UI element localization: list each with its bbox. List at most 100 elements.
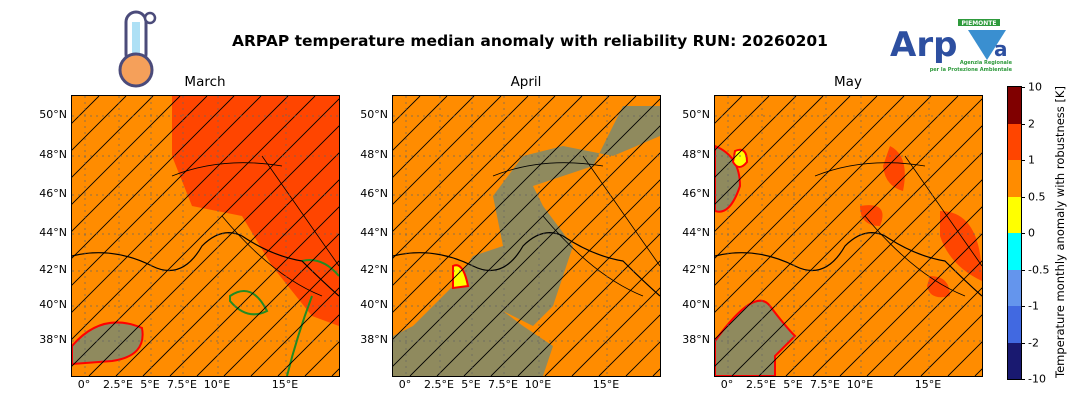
colorbar-label: Temperature monthly anomaly with robustn… [1053,86,1067,378]
hatch-line [731,125,982,376]
panel-title-may: May [834,74,862,90]
hatch-line [72,96,154,178]
lon-tick-label: 5°E [783,378,803,391]
country-border [814,155,982,297]
colorbar-tick-label: 2 [1028,117,1035,130]
svg-text:Arp: Arp [890,25,957,65]
panel-title-march: March [184,74,226,90]
hatch-line [277,314,339,376]
hatch-line [715,96,905,286]
hatch-line [866,260,982,376]
coastline [72,232,339,297]
svg-text:a: a [994,37,1008,61]
lat-tick-label: 48°N [682,148,710,161]
hatch-line [920,314,982,376]
anomaly-region [860,205,883,226]
lat-tick-label: 44°N [360,226,388,239]
lon-tick-label: 7.5°E [488,378,518,391]
lat-tick-label: 46°N [682,187,710,200]
hatch-line [715,96,932,313]
lat-tick-label: 44°N [39,226,67,239]
hatch-line [393,96,556,259]
hatch-line [598,314,660,376]
lat-tick-label: 42°N [360,263,388,276]
lon-tick-label: 5°E [140,378,160,391]
coastline [715,232,982,297]
country-border [171,155,339,297]
colorbar-tick [1021,87,1025,88]
hatch-line [72,96,316,340]
lon-tick-label: 2.5°E [746,378,776,391]
hatch-line [250,287,339,376]
hatch-line [436,152,660,376]
svg-text:per la Protezione Ambientale: per la Protezione Ambientale [930,67,1013,73]
lat-tick-label: 40°N [39,298,67,311]
map-may [714,95,983,377]
lon-tick-label: 10°E [846,378,874,391]
lat-tick-label: 40°N [360,298,388,311]
colorbar-segment [1008,306,1021,343]
anomaly-region [452,264,470,290]
lon-tick-label: 0° [77,378,91,391]
hatch-line [169,206,339,376]
hatch-line [72,96,262,286]
hatch-line [393,96,583,286]
hatch-line [715,96,959,340]
hatch-line [393,96,637,340]
lon-tick-label: 5°E [461,378,481,391]
lon-tick-label: 0° [398,378,412,391]
lon-tick-label: 2.5°E [103,378,133,391]
hatch-line [72,96,208,232]
lat-tick-label: 48°N [39,148,67,161]
hatch-line [893,287,982,376]
colorbar-tick-label: 0 [1028,226,1035,240]
anomaly-region [731,148,749,168]
lon-tick-label: 7.5°E [810,378,840,391]
colorbar-segment [1008,123,1021,160]
colorbar-tick [1021,123,1025,125]
colorbar [1007,86,1022,380]
hatch-line [715,96,797,178]
anomaly-region [940,211,982,281]
hatch-line [715,96,878,259]
hatch-line [812,206,982,376]
lat-tick-label: 38°N [39,333,67,346]
lat-tick-label: 40°N [682,298,710,311]
hatch-line [544,260,660,376]
colorbar-tick-label: -1 [1028,299,1039,313]
svg-text:PIEMONTE: PIEMONTE [961,20,996,27]
hatch-line [196,233,339,376]
colorbar-segment [1008,87,1021,124]
hatch-line [393,96,529,232]
hatch-line [393,98,660,367]
lon-tick-label: 10°E [524,378,552,391]
colorbar-segment [1008,160,1021,197]
colorbar-tick [1021,269,1025,271]
map-april [392,95,661,377]
hatch-line [463,179,660,376]
hatch-line [223,260,339,376]
colorbar-segment [1008,196,1021,233]
colorbar-tick [1021,306,1025,307]
colorbar-tick-label: -0.5 [1028,263,1050,276]
hatch-line [409,125,660,376]
lat-tick-label: 50°N [682,108,710,121]
country-border [492,155,660,297]
anomaly-region [927,276,950,298]
colorbar-segment [1008,269,1021,306]
lat-tick-label: 42°N [682,263,710,276]
lat-tick-label: 38°N [360,333,388,346]
lon-tick-label: 7.5°E [167,378,197,391]
coastline [393,232,660,297]
hatch-line [517,233,660,376]
lat-tick-label: 38°N [682,333,710,346]
hatch-line [72,96,235,259]
lon-tick-label: 15°E [271,378,299,391]
lat-tick-label: 50°N [39,108,67,121]
anomaly-region [883,146,905,191]
hatch-line [715,96,770,151]
anomaly-region [229,290,269,316]
lat-tick-label: 48°N [360,148,388,161]
hatch-line [393,96,610,313]
